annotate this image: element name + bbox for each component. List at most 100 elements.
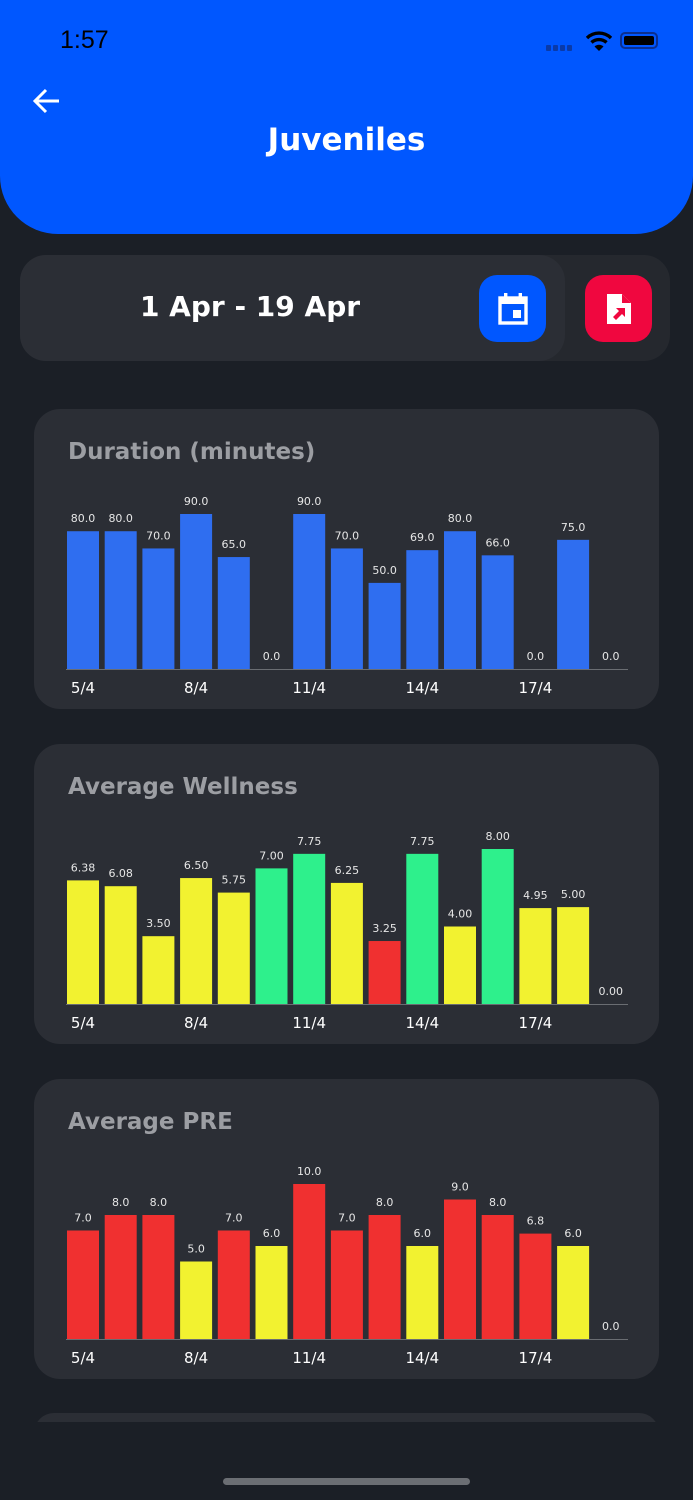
x-tick-label: 5/4	[71, 1349, 95, 1367]
duration-bar-chart: 80.0 80.0 70.0 90.0 65.0 0.0 90.0 70.0 50.0 69.0 8…	[66, 495, 628, 697]
chart-title: Average PRE	[68, 1109, 233, 1135]
bar	[330, 548, 363, 669]
pre-bar-chart: 7.0 8.0 8.0 5.0 7.0 6.0 10.0 7.0 8.0 6.0 9.0 8.0 6.8…	[66, 1165, 628, 1367]
x-tick-label: 8/4	[184, 1349, 208, 1367]
bar	[67, 880, 99, 1004]
bar-value-label: 70.0	[146, 529, 171, 542]
bar-value-label: 0.0	[602, 1320, 620, 1333]
bar	[406, 550, 439, 669]
x-tick-label: 17/4	[519, 679, 553, 697]
duration-chart-card: Duration (minutes) 80.0 80.0 70.0 90.0 65.0 0…	[34, 409, 659, 709]
scroll-clip	[0, 1422, 693, 1500]
battery-icon	[620, 32, 658, 49]
bar-value-label: 6.50	[184, 859, 209, 872]
x-tick-label: 11/4	[292, 1014, 326, 1032]
bar	[217, 557, 250, 669]
bar	[368, 1215, 401, 1339]
bar	[557, 1246, 590, 1339]
bar	[104, 531, 137, 669]
bar-value-label: 6.8	[527, 1215, 545, 1228]
bar-value-label: 65.0	[222, 538, 247, 551]
calendar-button[interactable]	[479, 275, 546, 342]
bar-value-label: 8.0	[112, 1196, 130, 1209]
bar	[481, 1215, 514, 1339]
bar-value-label: 4.95	[523, 889, 548, 902]
file-export-icon	[606, 293, 631, 324]
bar	[519, 1233, 552, 1339]
bar-value-label: 5.75	[222, 874, 247, 887]
bar	[557, 539, 590, 669]
page-title: Juveniles	[267, 122, 426, 158]
bar-value-label: 80.0	[71, 512, 96, 525]
date-range-picker[interactable]: 1 Apr - 19 Apr	[20, 255, 565, 361]
x-tick-label: 11/4	[292, 1349, 326, 1367]
bar	[481, 555, 514, 669]
bar-value-label: 50.0	[372, 564, 397, 577]
bar	[519, 908, 552, 1004]
bar-value-label: 69.0	[410, 531, 435, 544]
bar-value-label: 6.08	[108, 867, 133, 880]
status-time: 1:57	[60, 26, 109, 54]
bar	[330, 1230, 363, 1339]
bar	[142, 548, 175, 669]
bar-value-label: 90.0	[184, 495, 209, 508]
bar-value-label: 9.0	[451, 1181, 469, 1194]
bar	[368, 941, 401, 1004]
date-filter-bar: 1 Apr - 19 Apr	[20, 255, 670, 361]
bar-value-label: 6.0	[564, 1227, 582, 1240]
cellular-signal-icon	[546, 45, 572, 51]
bar-value-label: 7.0	[338, 1212, 356, 1225]
bar-value-label: 0.0	[602, 650, 620, 663]
x-tick-label: 14/4	[405, 1014, 439, 1032]
bar	[444, 1199, 476, 1339]
x-tick-label: 8/4	[184, 679, 208, 697]
bar	[142, 936, 175, 1004]
chart-title: Duration (minutes)	[68, 439, 316, 465]
bar	[444, 531, 476, 669]
bar-value-label: 4.00	[448, 908, 473, 921]
bar-value-label: 5.00	[561, 888, 586, 901]
bar-value-label: 0.00	[599, 985, 624, 998]
x-tick-label: 14/4	[405, 1349, 439, 1367]
bar-value-label: 66.0	[485, 536, 510, 549]
bar	[406, 853, 439, 1004]
bar-value-label: 6.0	[263, 1227, 281, 1240]
bar	[293, 1184, 326, 1339]
x-tick-label: 11/4	[292, 679, 326, 697]
bar-value-label: 0.0	[263, 650, 281, 663]
home-indicator[interactable]	[223, 1478, 470, 1485]
bar	[255, 1246, 288, 1339]
bar	[180, 514, 213, 669]
date-range-label: 1 Apr - 19 Apr	[139, 290, 361, 323]
bar-value-label: 70.0	[335, 529, 360, 542]
x-tick-label: 17/4	[519, 1349, 553, 1367]
bar-value-label: 90.0	[297, 495, 322, 508]
bar	[293, 514, 326, 669]
chart-title: Average Wellness	[68, 774, 298, 800]
bar	[67, 1230, 99, 1339]
bar	[217, 1230, 250, 1339]
bar	[104, 886, 137, 1004]
bar-value-label: 6.38	[71, 861, 96, 874]
bar-value-label: 6.25	[335, 864, 360, 877]
bar	[557, 907, 590, 1004]
bar-value-label: 6.0	[414, 1227, 432, 1240]
bar	[180, 1261, 213, 1339]
bar-value-label: 8.00	[485, 830, 510, 843]
bar-value-label: 7.0	[74, 1212, 92, 1225]
bar-value-label: 7.75	[297, 835, 322, 848]
wellness-chart-card: Average Wellness 6.38 6.08 3.50 6.50 5.75 7.0…	[34, 744, 659, 1044]
arrow-left-icon[interactable]	[32, 86, 62, 116]
bar-value-label: 3.50	[146, 917, 171, 930]
bar	[180, 878, 213, 1004]
bar	[330, 882, 363, 1004]
pre-chart-card: Average PRE 7.0 8.0 8.0 5.0 7.0 6.0 10.0 7.0 8.0…	[34, 1079, 659, 1379]
export-button[interactable]	[585, 275, 652, 342]
bar-value-label: 7.75	[410, 835, 435, 848]
bar	[67, 531, 99, 669]
bar	[142, 1215, 175, 1339]
app-header: 1:57 Juveniles	[0, 0, 693, 234]
x-tick-label: 8/4	[184, 1014, 208, 1032]
bar	[293, 853, 326, 1004]
bar-value-label: 75.0	[561, 521, 586, 534]
